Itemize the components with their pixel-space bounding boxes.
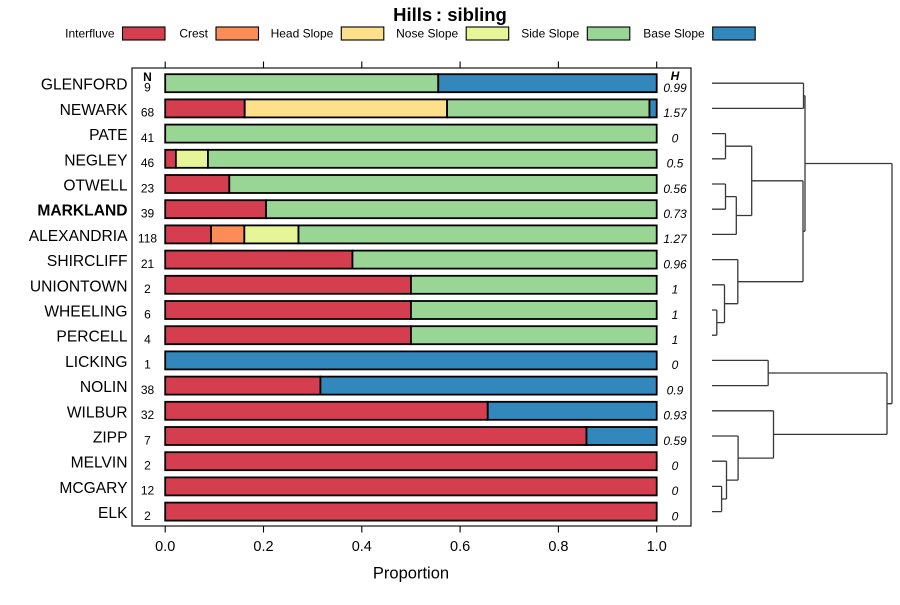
svg-text:1: 1 bbox=[672, 333, 679, 347]
svg-text:MARKLAND: MARKLAND bbox=[37, 203, 127, 220]
svg-text:32: 32 bbox=[141, 408, 155, 422]
svg-text:0.5: 0.5 bbox=[667, 157, 684, 171]
svg-text:LICKING: LICKING bbox=[65, 354, 127, 371]
svg-text:Hills : sibling: Hills : sibling bbox=[393, 4, 507, 25]
svg-text:PERCELL: PERCELL bbox=[56, 329, 127, 346]
svg-text:WHEELING: WHEELING bbox=[44, 304, 127, 321]
svg-text:N: N bbox=[143, 70, 152, 84]
svg-text:0.59: 0.59 bbox=[663, 434, 687, 448]
svg-text:WILBUR: WILBUR bbox=[67, 404, 128, 421]
svg-text:UNIONTOWN: UNIONTOWN bbox=[30, 278, 128, 295]
svg-text:1: 1 bbox=[672, 308, 679, 322]
svg-text:0.96: 0.96 bbox=[663, 257, 687, 271]
svg-text:41: 41 bbox=[141, 131, 155, 145]
svg-text:4: 4 bbox=[144, 333, 151, 347]
svg-text:12: 12 bbox=[141, 484, 155, 498]
svg-text:NOLIN: NOLIN bbox=[80, 379, 128, 396]
svg-text:MCGARY: MCGARY bbox=[59, 480, 128, 497]
svg-text:0.0: 0.0 bbox=[155, 539, 175, 555]
svg-text:0.93: 0.93 bbox=[663, 409, 687, 423]
svg-text:ELK: ELK bbox=[98, 505, 128, 522]
svg-text:Interfluve: Interfluve bbox=[65, 27, 115, 41]
svg-text:Crest: Crest bbox=[179, 27, 208, 41]
svg-text:0: 0 bbox=[672, 459, 679, 473]
svg-text:0.56: 0.56 bbox=[663, 182, 687, 196]
svg-text:0.73: 0.73 bbox=[663, 207, 687, 221]
svg-text:0.8: 0.8 bbox=[548, 539, 568, 555]
svg-text:23: 23 bbox=[141, 181, 155, 195]
svg-text:0.2: 0.2 bbox=[253, 539, 273, 555]
svg-text:NEWARK: NEWARK bbox=[60, 102, 128, 119]
svg-text:0: 0 bbox=[672, 484, 679, 498]
svg-text:0: 0 bbox=[672, 509, 679, 523]
svg-text:ALEXANDRIA: ALEXANDRIA bbox=[29, 228, 128, 245]
svg-text:Nose Slope: Nose Slope bbox=[396, 27, 458, 41]
svg-text:38: 38 bbox=[141, 383, 155, 397]
svg-text:Base Slope: Base Slope bbox=[643, 27, 705, 41]
svg-text:2: 2 bbox=[144, 282, 151, 296]
svg-text:68: 68 bbox=[141, 106, 155, 120]
svg-text:46: 46 bbox=[141, 156, 155, 170]
svg-text:2: 2 bbox=[144, 459, 151, 473]
svg-text:0: 0 bbox=[672, 358, 679, 372]
svg-text:118: 118 bbox=[138, 232, 157, 246]
svg-text:OTWELL: OTWELL bbox=[63, 178, 127, 195]
svg-text:H: H bbox=[671, 69, 680, 83]
svg-text:Side Slope: Side Slope bbox=[521, 27, 579, 41]
svg-text:1.0: 1.0 bbox=[647, 539, 667, 555]
svg-text:0: 0 bbox=[672, 131, 679, 145]
svg-text:1: 1 bbox=[144, 358, 151, 372]
svg-text:6: 6 bbox=[144, 307, 151, 321]
svg-text:9: 9 bbox=[144, 81, 151, 95]
svg-text:0.99: 0.99 bbox=[663, 81, 687, 95]
svg-text:PATE: PATE bbox=[89, 127, 127, 144]
svg-text:ZIPP: ZIPP bbox=[93, 430, 128, 447]
svg-text:1: 1 bbox=[672, 283, 679, 297]
svg-text:0.6: 0.6 bbox=[450, 539, 470, 555]
svg-text:GLENFORD: GLENFORD bbox=[41, 77, 128, 94]
svg-text:Head Slope: Head Slope bbox=[271, 27, 334, 41]
svg-text:1.27: 1.27 bbox=[663, 232, 688, 246]
svg-text:2: 2 bbox=[144, 509, 151, 523]
svg-text:Proportion: Proportion bbox=[373, 565, 449, 583]
svg-text:SHIRCLIFF: SHIRCLIFF bbox=[47, 253, 128, 270]
svg-text:21: 21 bbox=[141, 257, 155, 271]
svg-text:NEGLEY: NEGLEY bbox=[64, 152, 128, 169]
svg-text:39: 39 bbox=[141, 207, 155, 221]
svg-text:MELVIN: MELVIN bbox=[71, 455, 128, 472]
svg-text:0.9: 0.9 bbox=[667, 383, 684, 397]
svg-text:1.57: 1.57 bbox=[663, 106, 688, 120]
svg-text:7: 7 bbox=[144, 433, 151, 447]
svg-text:0.4: 0.4 bbox=[352, 539, 372, 555]
